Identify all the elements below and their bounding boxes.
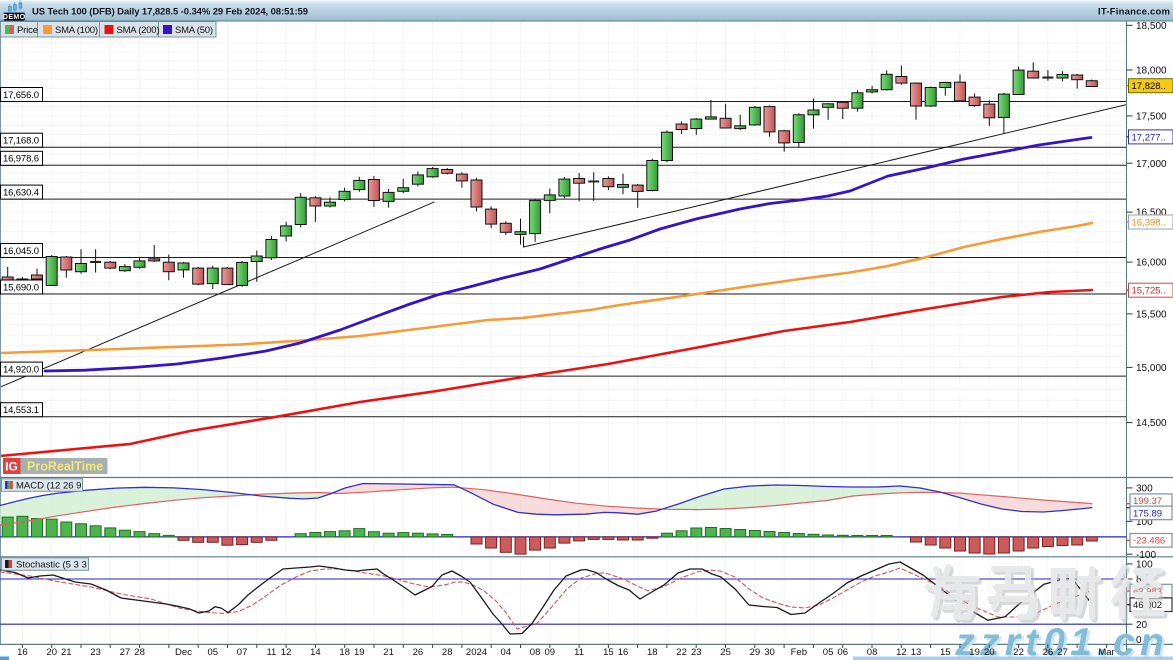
svg-text:13: 13 bbox=[911, 647, 922, 658]
svg-text:300: 300 bbox=[1136, 484, 1153, 495]
svg-text:21: 21 bbox=[61, 647, 72, 658]
svg-text:zzrt01.cn: zzrt01.cn bbox=[954, 621, 1169, 660]
svg-text:0: 0 bbox=[1136, 635, 1142, 646]
svg-text:15,690.0: 15,690.0 bbox=[3, 282, 39, 293]
svg-text:Dec: Dec bbox=[175, 647, 192, 658]
svg-text:11: 11 bbox=[574, 647, 584, 658]
svg-text:19: 19 bbox=[969, 647, 980, 658]
svg-text:30: 30 bbox=[764, 647, 775, 658]
svg-text:SMA (100): SMA (100) bbox=[55, 25, 98, 36]
svg-text:MACD (12 26 9: MACD (12 26 9 bbox=[16, 481, 81, 492]
svg-text:16,045.0: 16,045.0 bbox=[3, 246, 39, 257]
svg-text:27: 27 bbox=[1057, 647, 1068, 658]
svg-text:15,000: 15,000 bbox=[1136, 363, 1167, 374]
svg-text:100: 100 bbox=[1136, 560, 1153, 571]
svg-text:18: 18 bbox=[647, 647, 658, 658]
svg-text:07: 07 bbox=[237, 647, 248, 658]
svg-text:04: 04 bbox=[501, 647, 512, 658]
svg-text:23: 23 bbox=[90, 647, 101, 658]
svg-text:80: 80 bbox=[1136, 575, 1148, 586]
svg-text:26: 26 bbox=[413, 647, 424, 658]
svg-text:-23.486: -23.486 bbox=[1133, 536, 1165, 547]
svg-text:20: 20 bbox=[984, 647, 995, 658]
svg-text:11: 11 bbox=[266, 647, 276, 658]
svg-text:IT-Finance.com: IT-Finance.com bbox=[1098, 7, 1170, 18]
svg-text:17,656.0: 17,656.0 bbox=[3, 90, 39, 101]
svg-text:05: 05 bbox=[208, 647, 219, 658]
svg-text:175.89: 175.89 bbox=[1133, 508, 1162, 519]
svg-text:17,500: 17,500 bbox=[1136, 112, 1167, 123]
svg-text:14,920.0: 14,920.0 bbox=[3, 365, 39, 376]
svg-text:Stochastic (5 3 3: Stochastic (5 3 3 bbox=[16, 560, 87, 571]
svg-text:14,500: 14,500 bbox=[1136, 418, 1167, 429]
svg-text:16: 16 bbox=[17, 647, 28, 658]
svg-text:15,500: 15,500 bbox=[1136, 310, 1167, 321]
svg-text:20: 20 bbox=[1136, 620, 1148, 631]
svg-text:19: 19 bbox=[354, 647, 365, 658]
svg-text:17,828..: 17,828.. bbox=[1132, 81, 1166, 92]
svg-text:27: 27 bbox=[120, 647, 131, 658]
svg-text:15,725..: 15,725.. bbox=[1132, 286, 1166, 297]
svg-text:US Tech 100 (DFB) Daily 17,828: US Tech 100 (DFB) Daily 17,828.5 -0.34% … bbox=[32, 7, 308, 18]
svg-text:DEMO: DEMO bbox=[3, 14, 26, 21]
svg-text:2024: 2024 bbox=[466, 647, 487, 658]
svg-text:-100: -100 bbox=[1136, 550, 1156, 561]
svg-text:18,000: 18,000 bbox=[1136, 66, 1167, 77]
svg-text:Price: Price bbox=[17, 25, 38, 36]
svg-text:21: 21 bbox=[383, 647, 394, 658]
svg-text:18,500: 18,500 bbox=[1136, 21, 1167, 32]
svg-text:06: 06 bbox=[838, 647, 849, 658]
svg-text:15: 15 bbox=[940, 647, 951, 658]
svg-text:29: 29 bbox=[750, 647, 761, 658]
svg-text:14: 14 bbox=[310, 647, 321, 658]
svg-text:14,553.1: 14,553.1 bbox=[3, 405, 39, 416]
svg-text:16,398..: 16,398.. bbox=[1132, 217, 1166, 228]
svg-text:199.37: 199.37 bbox=[1133, 496, 1162, 507]
svg-text:SMA (50): SMA (50) bbox=[175, 25, 213, 36]
svg-text:20: 20 bbox=[46, 647, 57, 658]
svg-text:08: 08 bbox=[530, 647, 541, 658]
svg-text:12: 12 bbox=[896, 647, 907, 658]
svg-text:28: 28 bbox=[134, 647, 145, 658]
svg-text:17,000: 17,000 bbox=[1136, 159, 1167, 170]
svg-text:09: 09 bbox=[545, 647, 556, 658]
svg-text:17,168.0: 17,168.0 bbox=[3, 136, 39, 147]
svg-text:22: 22 bbox=[676, 647, 687, 658]
svg-text:16: 16 bbox=[618, 647, 629, 658]
svg-text:23: 23 bbox=[691, 647, 702, 658]
svg-text:15: 15 bbox=[603, 647, 614, 658]
svg-text:17,277..: 17,277.. bbox=[1132, 132, 1166, 143]
svg-text:SMA (200): SMA (200) bbox=[117, 25, 160, 36]
svg-text:12: 12 bbox=[281, 647, 292, 658]
svg-text:ProRealTime: ProRealTime bbox=[27, 460, 103, 474]
svg-text:28: 28 bbox=[442, 647, 453, 658]
svg-text:IG: IG bbox=[5, 460, 18, 474]
svg-text:25: 25 bbox=[720, 647, 731, 658]
svg-text:05: 05 bbox=[823, 647, 834, 658]
svg-text:18: 18 bbox=[339, 647, 350, 658]
svg-text:16,630.4: 16,630.4 bbox=[3, 188, 39, 199]
svg-text:22: 22 bbox=[1013, 647, 1024, 658]
svg-text:Mar: Mar bbox=[1098, 647, 1114, 658]
svg-text:100: 100 bbox=[1136, 517, 1153, 528]
svg-text:16,978.6: 16,978.6 bbox=[3, 154, 39, 165]
svg-text:26: 26 bbox=[1043, 647, 1054, 658]
svg-text:16,500: 16,500 bbox=[1136, 208, 1167, 219]
svg-text:08: 08 bbox=[867, 647, 878, 658]
svg-text:zzrt01.cn: zzrt01.cn bbox=[957, 623, 1172, 660]
svg-text:16,000: 16,000 bbox=[1136, 258, 1167, 269]
svg-text:Feb: Feb bbox=[791, 647, 807, 658]
